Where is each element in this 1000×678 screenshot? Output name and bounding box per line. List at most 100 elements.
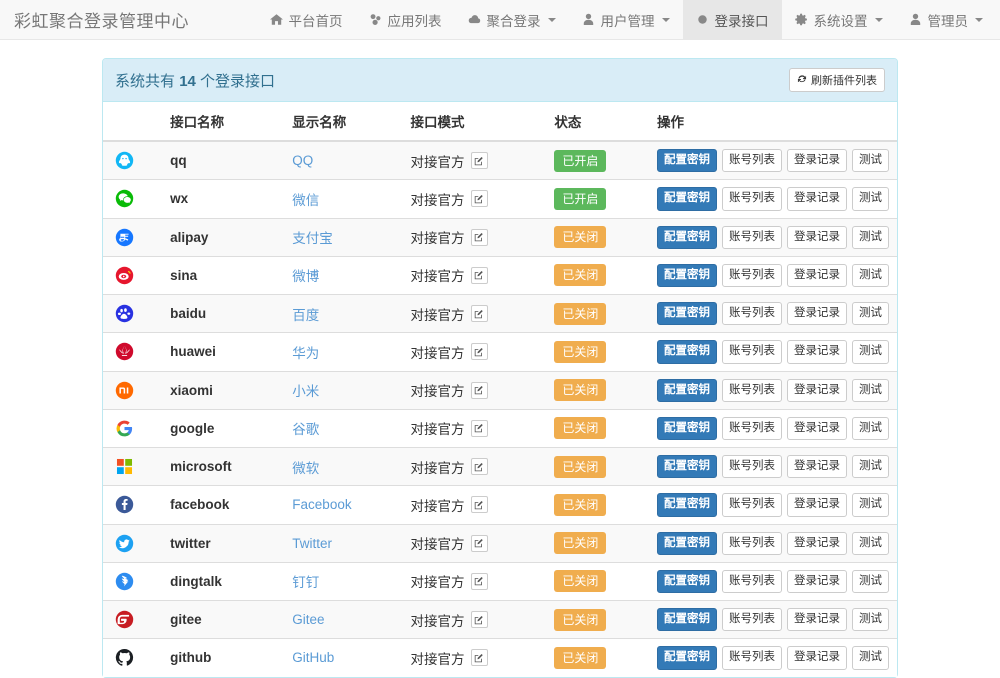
pencil-square-icon[interactable] [471, 382, 488, 399]
config-secret-button[interactable]: 配置密钥 [657, 646, 717, 669]
display-name-link[interactable]: 微博 [292, 269, 319, 284]
pencil-square-icon[interactable] [471, 190, 488, 207]
test-button[interactable]: 测试 [852, 646, 889, 669]
config-secret-button[interactable]: 配置密钥 [657, 608, 717, 631]
account-list-button[interactable]: 账号列表 [722, 187, 782, 210]
test-button[interactable]: 测试 [852, 187, 889, 210]
display-name-link[interactable]: QQ [292, 153, 313, 168]
account-list-button[interactable]: 账号列表 [722, 149, 782, 172]
account-list-button[interactable]: 账号列表 [722, 532, 782, 555]
test-button[interactable]: 测试 [852, 455, 889, 478]
pencil-square-icon[interactable] [471, 267, 488, 284]
display-name-link[interactable]: 支付宝 [292, 231, 333, 246]
login-records-button[interactable]: 登录记录 [787, 532, 847, 555]
nav-item-平台首页[interactable]: 平台首页 [257, 0, 356, 39]
pencil-square-icon[interactable] [471, 152, 488, 169]
login-records-button[interactable]: 登录记录 [787, 340, 847, 363]
display-name-link[interactable]: Facebook [292, 497, 351, 512]
account-list-button[interactable]: 账号列表 [722, 340, 782, 363]
status-badge[interactable]: 已关闭 [554, 341, 606, 363]
config-secret-button[interactable]: 配置密钥 [657, 302, 717, 325]
test-button[interactable]: 测试 [852, 340, 889, 363]
status-badge[interactable]: 已关闭 [554, 570, 606, 592]
status-badge[interactable]: 已关闭 [554, 417, 606, 439]
login-records-button[interactable]: 登录记录 [787, 570, 847, 593]
nav-item-聚合登录[interactable]: 聚合登录 [455, 0, 569, 39]
config-secret-button[interactable]: 配置密钥 [657, 455, 717, 478]
display-name-link[interactable]: 谷歌 [292, 422, 319, 437]
account-list-button[interactable]: 账号列表 [722, 417, 782, 440]
pencil-square-icon[interactable] [471, 611, 488, 628]
status-badge[interactable]: 已关闭 [554, 456, 606, 478]
pencil-square-icon[interactable] [471, 458, 488, 475]
test-button[interactable]: 测试 [852, 302, 889, 325]
account-list-button[interactable]: 账号列表 [722, 455, 782, 478]
login-records-button[interactable]: 登录记录 [787, 187, 847, 210]
display-name-link[interactable]: 微信 [292, 193, 319, 208]
config-secret-button[interactable]: 配置密钥 [657, 226, 717, 249]
pencil-square-icon[interactable] [471, 420, 488, 437]
display-name-link[interactable]: 小米 [292, 384, 319, 399]
login-records-button[interactable]: 登录记录 [787, 302, 847, 325]
status-badge[interactable]: 已关闭 [554, 532, 606, 554]
test-button[interactable]: 测试 [852, 532, 889, 555]
pencil-square-icon[interactable] [471, 305, 488, 322]
test-button[interactable]: 测试 [852, 149, 889, 172]
status-badge[interactable]: 已关闭 [554, 303, 606, 325]
config-secret-button[interactable]: 配置密钥 [657, 340, 717, 363]
display-name-link[interactable]: 百度 [292, 308, 319, 323]
account-list-button[interactable]: 账号列表 [722, 646, 782, 669]
display-name-link[interactable]: GitHub [292, 650, 334, 665]
status-badge[interactable]: 已开启 [554, 188, 606, 210]
status-badge[interactable]: 已关闭 [554, 264, 606, 286]
nav-item-应用列表[interactable]: 应用列表 [356, 0, 455, 39]
pencil-square-icon[interactable] [471, 649, 488, 666]
status-badge[interactable]: 已开启 [554, 150, 606, 172]
account-list-button[interactable]: 账号列表 [722, 570, 782, 593]
test-button[interactable]: 测试 [852, 264, 889, 287]
config-secret-button[interactable]: 配置密钥 [657, 493, 717, 516]
login-records-button[interactable]: 登录记录 [787, 264, 847, 287]
test-button[interactable]: 测试 [852, 570, 889, 593]
display-name-link[interactable]: 华为 [292, 346, 319, 361]
account-list-button[interactable]: 账号列表 [722, 264, 782, 287]
config-secret-button[interactable]: 配置密钥 [657, 264, 717, 287]
pencil-square-icon[interactable] [471, 496, 488, 513]
login-records-button[interactable]: 登录记录 [787, 493, 847, 516]
config-secret-button[interactable]: 配置密钥 [657, 379, 717, 402]
nav-item-管理员[interactable]: 管理员 [896, 0, 997, 39]
display-name-link[interactable]: 微软 [292, 461, 319, 476]
status-badge[interactable]: 已关闭 [554, 609, 606, 631]
pencil-square-icon[interactable] [471, 535, 488, 552]
status-badge[interactable]: 已关闭 [554, 226, 606, 248]
login-records-button[interactable]: 登录记录 [787, 646, 847, 669]
test-button[interactable]: 测试 [852, 226, 889, 249]
nav-item-系统设置[interactable]: 系统设置 [782, 0, 896, 39]
account-list-button[interactable]: 账号列表 [722, 379, 782, 402]
config-secret-button[interactable]: 配置密钥 [657, 149, 717, 172]
login-records-button[interactable]: 登录记录 [787, 455, 847, 478]
test-button[interactable]: 测试 [852, 493, 889, 516]
login-records-button[interactable]: 登录记录 [787, 417, 847, 440]
config-secret-button[interactable]: 配置密钥 [657, 417, 717, 440]
login-records-button[interactable]: 登录记录 [787, 608, 847, 631]
login-records-button[interactable]: 登录记录 [787, 379, 847, 402]
nav-item-登录接口[interactable]: 登录接口 [683, 0, 782, 39]
login-records-button[interactable]: 登录记录 [787, 149, 847, 172]
config-secret-button[interactable]: 配置密钥 [657, 532, 717, 555]
pencil-square-icon[interactable] [471, 229, 488, 246]
account-list-button[interactable]: 账号列表 [722, 302, 782, 325]
display-name-link[interactable]: Twitter [292, 536, 332, 551]
status-badge[interactable]: 已关闭 [554, 647, 606, 669]
account-list-button[interactable]: 账号列表 [722, 608, 782, 631]
config-secret-button[interactable]: 配置密钥 [657, 570, 717, 593]
pencil-square-icon[interactable] [471, 343, 488, 360]
test-button[interactable]: 测试 [852, 608, 889, 631]
refresh-plugin-list-button[interactable]: 刷新插件列表 [789, 68, 885, 92]
nav-item-用户管理[interactable]: 用户管理 [569, 0, 683, 39]
display-name-link[interactable]: 钉钉 [292, 575, 319, 590]
status-badge[interactable]: 已关闭 [554, 379, 606, 401]
login-records-button[interactable]: 登录记录 [787, 226, 847, 249]
account-list-button[interactable]: 账号列表 [722, 226, 782, 249]
status-badge[interactable]: 已关闭 [554, 494, 606, 516]
